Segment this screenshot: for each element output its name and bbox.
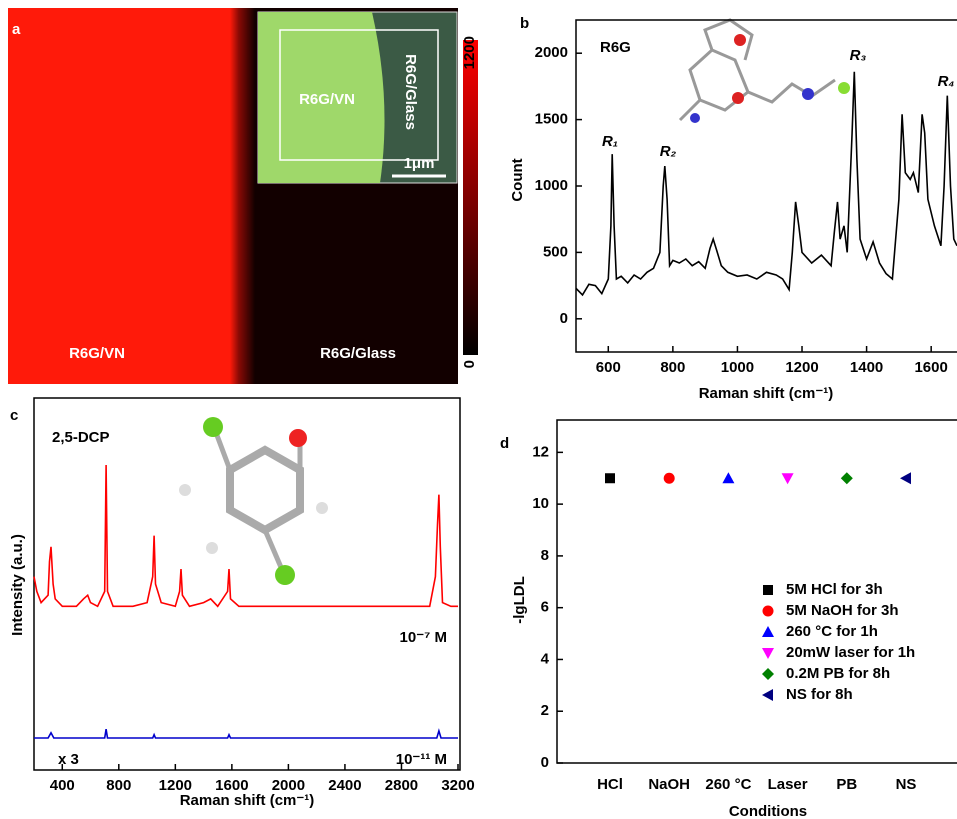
legend-label: 20mW laser for 1h (786, 644, 915, 661)
x-tick-label: HCl (597, 776, 623, 793)
x-tick-label: 1400 (850, 359, 883, 376)
colorbar (463, 40, 478, 355)
legend-label: 5M HCl for 3h (786, 581, 883, 598)
panel-label: b (520, 15, 529, 32)
map-edge (230, 8, 255, 384)
panel-label: d (500, 435, 509, 452)
marker (782, 473, 794, 484)
x-tick-label: 260 °C (705, 776, 751, 793)
dcp-molecule (179, 417, 328, 585)
y-tick-label: 10 (532, 495, 549, 512)
legend-label: NS for 8h (786, 686, 853, 703)
marker (664, 473, 675, 484)
x-tick-label: 800 (106, 777, 131, 794)
x-tick-label: 2000 (272, 777, 305, 794)
marker (841, 472, 853, 484)
x-tick-label: 3200 (441, 777, 474, 794)
x-tick-label: 1200 (159, 777, 192, 794)
x-tick-label: 2400 (328, 777, 361, 794)
marker (605, 473, 615, 483)
colorbar-max: 1200 (461, 36, 478, 69)
inset-label: R6G/VN (299, 91, 355, 108)
x-tick-label: 1200 (785, 359, 818, 376)
marker (900, 472, 911, 484)
legend-label: 5M NaOH for 3h (786, 602, 899, 619)
y-tick-label: 0 (541, 754, 549, 771)
y-axis-title: -lgLDL (511, 576, 528, 623)
x-tick-label: NS (896, 776, 917, 793)
x-tick-label: 600 (596, 359, 621, 376)
scale-bar-label: 1μm (404, 155, 435, 172)
legend-marker (763, 585, 773, 595)
peak-label: R₃ (850, 47, 867, 64)
y-tick-label: 1000 (535, 177, 568, 194)
series-label: 10⁻⁷ M (400, 629, 447, 646)
peak-label: R₄ (938, 73, 955, 90)
y-tick-label: 2000 (535, 44, 568, 61)
plot-frame (557, 420, 957, 763)
multiplier-label: x 3 (58, 751, 79, 768)
panel-a: a R6G/VN R6G/Glass R6G/VN R6G/Glass 1μm … (8, 8, 478, 384)
region-label: R6G/VN (69, 345, 125, 362)
x-tick-label: 1600 (215, 777, 248, 794)
plot-area (576, 72, 957, 295)
legend-marker (762, 689, 773, 701)
x-tick-label: NaOH (648, 776, 690, 793)
y-tick-label: 500 (543, 243, 568, 260)
spectrum-line (576, 72, 957, 295)
panel: b R6G Raman shift (cm⁻¹) Count 600 800 1000 120… (509, 15, 957, 402)
x-tick-label: 800 (660, 359, 685, 376)
x-tick-label: Laser (768, 776, 808, 793)
spectrum-line (34, 729, 458, 738)
x-tick-label: 400 (50, 777, 75, 794)
region-label: R6G/Glass (320, 345, 396, 362)
annotation: 2,5-DCP (52, 429, 110, 446)
plot-frame (34, 398, 460, 770)
y-axis-title: Count (509, 158, 526, 201)
series-label: 10⁻¹¹ M (396, 751, 447, 768)
annotation: R6G (600, 39, 631, 56)
panel-label: c (10, 407, 18, 424)
y-tick-label: 8 (541, 547, 549, 564)
x-axis-title: Raman shift (cm⁻¹) (180, 792, 315, 809)
panel-label: a (12, 21, 21, 38)
x-tick-label: 1000 (721, 359, 754, 376)
panel: d Conditions -lgLDL 0 2 4 6 8 10 12 HCl NaOH 260 °C L… (500, 420, 957, 819)
page: a R6G/VN R6G/Glass R6G/VN R6G/Glass 1μm … (0, 0, 957, 819)
peak-label: R₂ (660, 143, 677, 160)
y-tick-label: 4 (541, 650, 550, 667)
x-tick-label: 2800 (385, 777, 418, 794)
x-axis-title: Raman shift (cm⁻¹) (699, 385, 834, 402)
x-axis-title: Conditions (729, 803, 807, 819)
r6g-molecule (680, 20, 850, 123)
map-red-region (8, 8, 236, 384)
colorbar-min: 0 (461, 360, 478, 368)
spectrum-line (34, 465, 458, 606)
y-tick-label: 2 (541, 702, 549, 719)
x-tick-label: 1600 (914, 359, 947, 376)
marker (722, 472, 734, 483)
inset-label: R6G/Glass (402, 54, 419, 130)
plot-area (34, 465, 458, 738)
x-tick-label: PB (836, 776, 857, 793)
legend-marker (762, 626, 774, 637)
legend-marker (762, 668, 774, 680)
y-axis-title: Intensity (a.u.) (9, 534, 26, 636)
legend-marker (763, 606, 774, 617)
y-tick-label: 12 (532, 443, 549, 460)
figure: a R6G/VN R6G/Glass R6G/VN R6G/Glass 1μm … (0, 0, 957, 819)
peak-label: R₁ (602, 133, 618, 150)
legend-label: 0.2M PB for 8h (786, 665, 890, 682)
legend-marker (762, 648, 774, 659)
y-tick-label: 6 (541, 599, 549, 616)
legend-label: 260 °C for 1h (786, 623, 878, 640)
y-tick-label: 0 (560, 310, 568, 327)
y-tick-label: 1500 (535, 111, 568, 128)
